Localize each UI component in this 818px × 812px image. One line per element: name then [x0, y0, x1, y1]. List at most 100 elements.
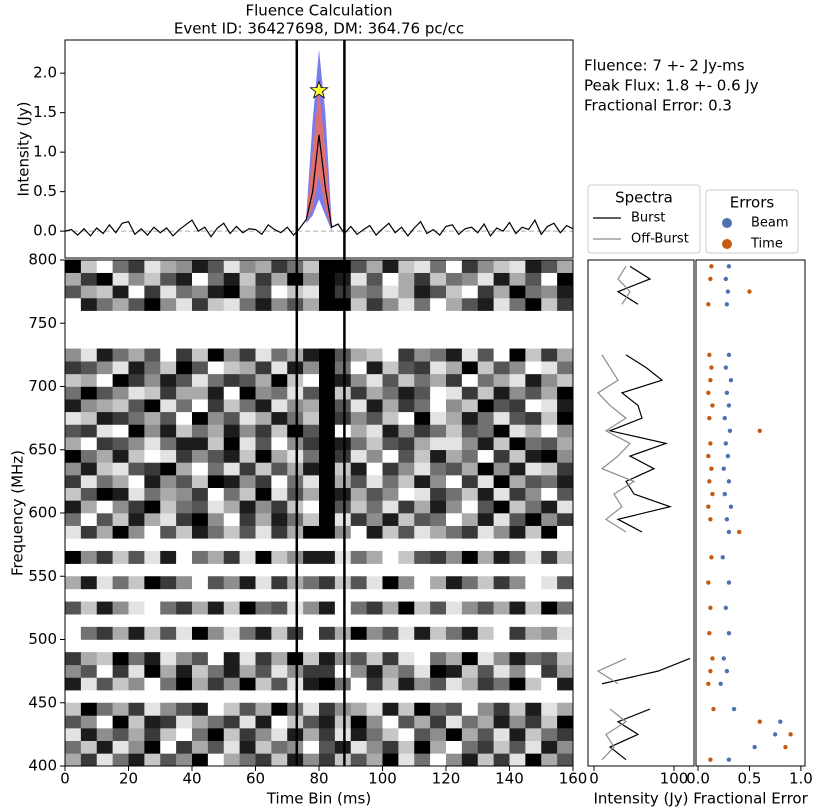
heat-cell: [493, 525, 510, 539]
heat-cell: [96, 550, 113, 564]
heat-cell: [303, 601, 320, 615]
heat-cell: [525, 437, 542, 451]
heat-cell: [493, 285, 510, 299]
legend-title: Spectra: [615, 189, 673, 207]
heat-cell: [382, 462, 399, 476]
heat-cell: [366, 652, 383, 666]
heat-cell: [525, 626, 542, 640]
heat-cell: [207, 487, 225, 501]
scatter-point: [710, 403, 715, 408]
heat-cell: [271, 399, 288, 413]
heat-cell: [223, 715, 240, 729]
heat-cell: [176, 462, 193, 476]
heat-cell: [398, 576, 415, 590]
heat-cell: [128, 601, 145, 615]
heat-cell: [112, 272, 129, 286]
heat-cell: [239, 462, 256, 476]
heat-cell: [446, 728, 463, 741]
heat-cell: [303, 753, 320, 767]
heat-cell: [350, 272, 367, 286]
heat-cell: [239, 373, 256, 387]
heat-cell: [350, 399, 367, 413]
heat-cell: [176, 550, 193, 564]
heat-cell: [366, 677, 383, 691]
heat-cell: [366, 664, 383, 678]
heat-cell: [398, 399, 415, 413]
heat-cell: [239, 272, 256, 286]
scatter-point: [724, 302, 730, 307]
heat-cell: [144, 715, 161, 729]
heat-cell: [96, 728, 113, 741]
heat-cell: [144, 753, 161, 767]
heat-cell: [207, 285, 225, 299]
heat-cell: [176, 373, 193, 387]
heat-cell: [446, 576, 463, 590]
scatter-point: [726, 264, 732, 269]
heat-cell: [541, 386, 558, 400]
heat-cell: [493, 702, 510, 716]
heat-cell: [303, 285, 320, 299]
heat-cell: [541, 437, 558, 451]
data-line: [601, 708, 628, 761]
heat-cell: [477, 740, 494, 754]
heat-cell: [509, 272, 526, 286]
heat-cell: [446, 487, 463, 501]
heat-cell: [430, 462, 447, 476]
scatter-point: [736, 529, 742, 535]
heat-cell: [541, 525, 558, 539]
heat-cell: [144, 525, 161, 539]
error-band: [306, 88, 332, 230]
heat-cell: [334, 740, 352, 754]
heat-cell: [557, 513, 574, 526]
heat-cell: [160, 513, 177, 526]
heat-cell: [350, 715, 367, 729]
heat-cell: [350, 424, 367, 438]
scatter-point: [726, 403, 732, 408]
heat-cell: [350, 525, 367, 539]
heat-cell: [414, 386, 431, 400]
heat-cell: [461, 411, 479, 425]
heat-cell: [144, 576, 161, 590]
x-tick-label: 0.5: [738, 770, 762, 788]
heat-cell: [477, 652, 494, 666]
heat-cell: [287, 411, 304, 425]
scatter-point: [723, 605, 729, 611]
heat-cell: [287, 361, 304, 375]
heat-cell: [334, 652, 352, 666]
heat-cell: [80, 652, 98, 666]
heat-cell: [525, 272, 542, 286]
heat-cell: [382, 373, 399, 387]
heat-cell: [239, 550, 256, 564]
heat-cell: [144, 626, 161, 640]
scatter-point: [706, 681, 711, 686]
heat-cell: [414, 576, 431, 590]
heat-cell: [509, 462, 526, 476]
scatter-point: [726, 580, 732, 585]
heat-cell: [319, 475, 336, 488]
heat-cell: [271, 475, 288, 488]
heat-cell: [398, 462, 415, 476]
heat-cell: [207, 550, 225, 564]
heat-cell: [239, 399, 256, 413]
heat-cell: [271, 728, 288, 741]
heat-cell: [144, 272, 161, 286]
heat-cell: [255, 373, 272, 387]
scatter-point: [722, 415, 727, 421]
heat-cell: [128, 576, 145, 590]
heat-cell: [96, 677, 113, 691]
heat-cell: [382, 601, 399, 615]
heat-cell: [446, 677, 463, 691]
heat-cell: [223, 753, 240, 767]
heat-cell: [271, 576, 288, 590]
heat-cell: [366, 475, 383, 488]
heat-cell: [350, 437, 367, 451]
heat-cell: [334, 399, 352, 413]
heat-cell: [509, 373, 526, 387]
heat-cell: [80, 272, 98, 286]
heat-cell: [65, 626, 82, 640]
heat-cell: [557, 487, 574, 501]
heat-cell: [192, 437, 209, 451]
heat-cell: [477, 424, 494, 438]
heat-cell: [239, 715, 256, 729]
heat-cell: [398, 513, 415, 526]
